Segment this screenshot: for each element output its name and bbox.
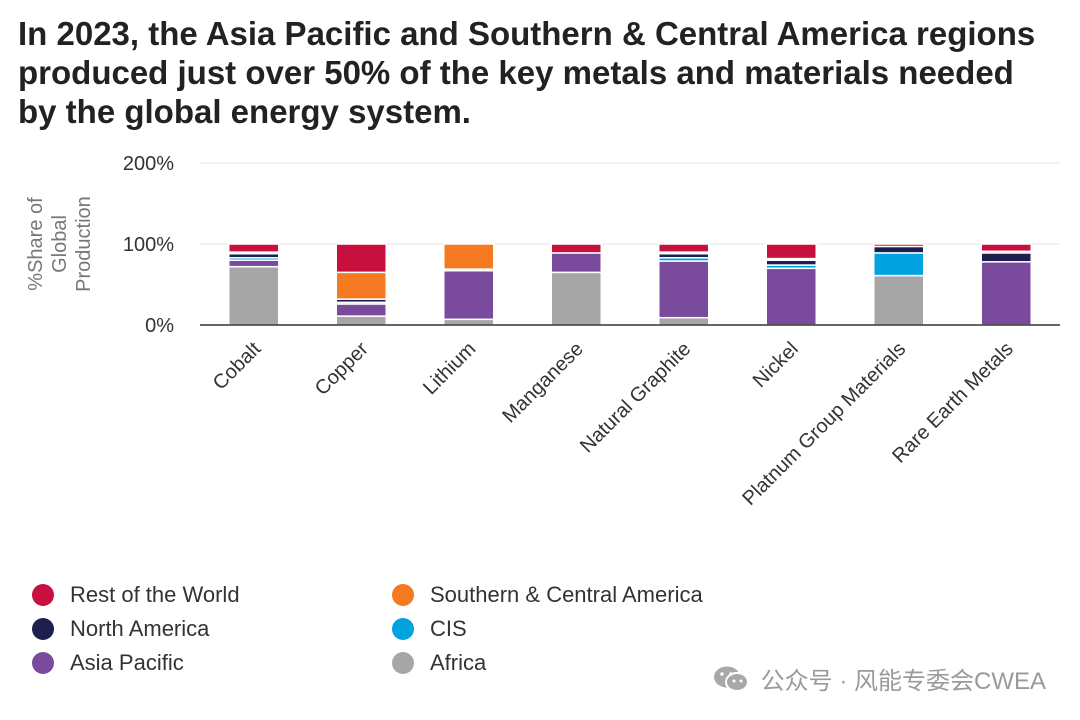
legend: Rest of the World Southern & Central Amer… [32, 582, 792, 676]
legend-label: Southern & Central America [430, 582, 703, 607]
bar-segment [443, 269, 495, 321]
bar-segment [550, 271, 602, 326]
x-tick-label: Lithium [419, 338, 480, 399]
legend-swatch [392, 618, 414, 640]
legend-swatch [392, 652, 414, 674]
bar-segment [873, 252, 925, 277]
bar-segment [980, 252, 1032, 263]
watermark-text: 公众号 · 风能专委会CWEA [760, 668, 1046, 695]
x-tick-label: Nickel [749, 338, 803, 392]
x-tick-label: Copper [311, 338, 373, 400]
watermark: 公众号 · 风能专委会CWEA [713, 661, 1046, 696]
bar-segment [658, 260, 710, 319]
bar-segment [335, 271, 387, 300]
legend-swatch [32, 652, 54, 674]
y-tick-label: 0% [145, 315, 174, 337]
bar-segment [335, 303, 387, 317]
gridlines [200, 162, 1060, 245]
x-tick-label: Natural Graphite [576, 338, 695, 457]
bar-segment [550, 252, 602, 274]
legend-label: Africa [430, 650, 487, 675]
legend-item: Asia Pacific [32, 650, 392, 676]
bar-segment [873, 243, 925, 248]
bar-segment [550, 243, 602, 254]
bar-segment [765, 267, 817, 326]
legend-item: Rest of the World [32, 582, 392, 608]
legend-item: North America [32, 616, 392, 642]
legend-label: Rest of the World [70, 582, 240, 607]
x-tick-label: Rare Earth Metals [888, 338, 1018, 468]
bar-segment [335, 315, 387, 326]
bar-segment [765, 243, 817, 260]
legend-swatch [392, 584, 414, 606]
y-tick-label: 100% [123, 234, 174, 256]
y-tick-label: 200% [123, 153, 174, 175]
legend-swatch [32, 584, 54, 606]
bar-segment [228, 243, 280, 253]
bar-segment [873, 245, 925, 254]
bars [228, 243, 1032, 326]
legend-swatch [32, 618, 54, 640]
legend-label: Asia Pacific [70, 650, 184, 675]
stacked-bar-chart: 0% 100% 200% Cobalt Copper Lithium ManganeseNa… [25, 153, 1060, 510]
bar-segment [873, 274, 925, 326]
x-tick-label: Cobalt [209, 338, 266, 395]
bar-segment [443, 318, 495, 326]
legend-label: CIS [430, 616, 467, 641]
bar-segment [335, 243, 387, 274]
bar-segment [443, 243, 495, 270]
legend-item: Southern & Central America [392, 582, 752, 608]
bar-segment [228, 265, 280, 326]
bar-segment [980, 243, 1032, 253]
axes: 0% 100% 200% Cobalt Copper Lithium ManganeseNa… [123, 153, 1060, 510]
bar-segment [658, 243, 710, 253]
x-tick-label: Manganese [498, 338, 587, 427]
bar-segment [228, 259, 280, 268]
bar-segment [980, 261, 1032, 326]
bar-segment [658, 316, 710, 326]
legend-item: Africa [392, 650, 752, 676]
legend-label: North America [70, 616, 210, 641]
y-axis-title: %Share of Global Production [25, 196, 95, 292]
chart-title: In 2023, the Asia Pacific and Southern &… [18, 15, 1036, 130]
legend-item: CIS [392, 616, 752, 642]
wechat-icon [713, 666, 749, 692]
